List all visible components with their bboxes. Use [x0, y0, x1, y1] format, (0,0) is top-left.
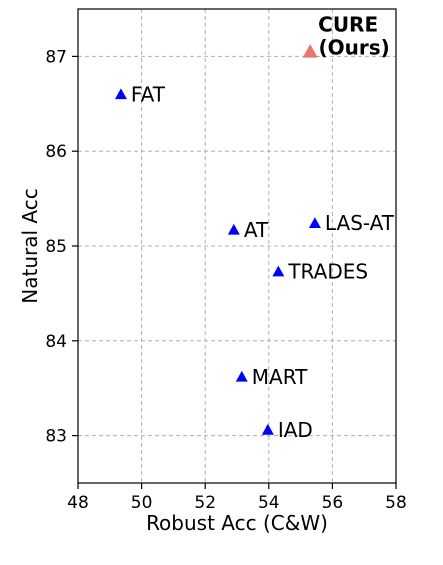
- point-cure-label: CURE: [318, 13, 378, 37]
- point-las-at-marker: [308, 217, 321, 229]
- y-axis-label: Natural Acc: [18, 188, 42, 303]
- axis-ticks: 48 50 52 54 56 58 83 84 85 86 87: [45, 47, 406, 513]
- point-at-marker: [227, 223, 240, 235]
- data-points: CURE(Ours) FAT AT LAS-AT TRADES MART IAD: [114, 13, 395, 442]
- y-tick-label: 83: [45, 427, 67, 447]
- point-iad-label: IAD: [278, 418, 313, 442]
- x-axis-label: Robust Acc (C&W): [146, 511, 328, 535]
- point-at-label: AT: [244, 218, 269, 242]
- point-cure-label-line2: (Ours): [318, 36, 389, 60]
- point-cure-marker: [302, 44, 318, 58]
- x-tick-label: 50: [131, 493, 153, 513]
- x-tick-label: 56: [322, 493, 344, 513]
- y-tick-label: 87: [45, 47, 67, 67]
- point-las-at-label: LAS-AT: [325, 211, 395, 235]
- grid-lines: [78, 9, 396, 483]
- x-tick-label: 52: [194, 493, 216, 513]
- x-tick-label: 48: [67, 493, 89, 513]
- y-tick-label: 84: [45, 332, 67, 352]
- x-tick-label: 58: [385, 493, 407, 513]
- y-tick-label: 86: [45, 142, 67, 162]
- x-tick-label: 54: [258, 493, 280, 513]
- point-mart-marker: [235, 370, 248, 382]
- point-trades-label: TRADES: [287, 260, 368, 284]
- point-mart-label: MART: [252, 365, 308, 389]
- point-iad-marker: [261, 423, 274, 435]
- plot-area-frame: [77, 8, 397, 484]
- point-trades-marker: [272, 265, 285, 277]
- point-fat-label: FAT: [131, 82, 166, 106]
- point-fat-marker: [114, 88, 127, 100]
- y-tick-label: 85: [45, 237, 67, 257]
